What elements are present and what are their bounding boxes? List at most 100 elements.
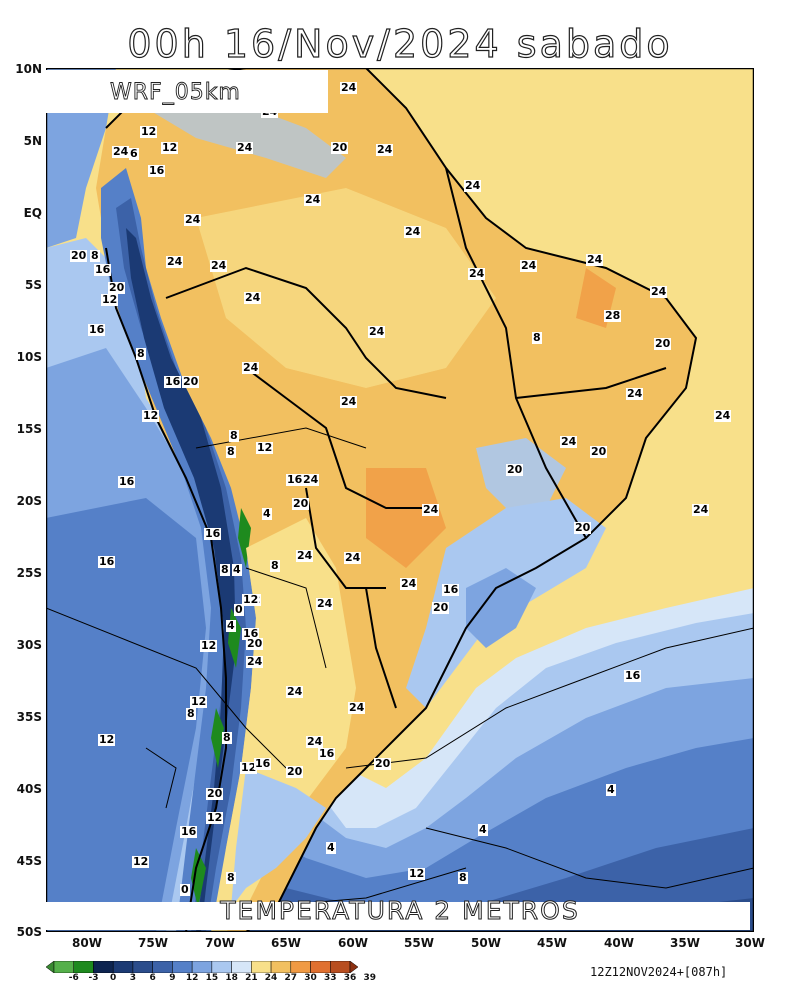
contour-label: 16 [286,473,304,486]
contour-label: 24 [400,577,418,590]
colorbar-segment [191,961,213,973]
contour-label: 24 [376,143,394,156]
lon-label: 50W [471,936,501,950]
lat-label: 35S [16,710,42,724]
contour-label: 8 [90,249,100,262]
contour-label: 16 [242,627,260,640]
colorbar-tick-label: 9 [169,973,176,983]
colorbar-segment [172,961,193,973]
contour-label: 24 [246,655,264,668]
lon-label: 60W [338,936,368,950]
lon-label: 65W [271,936,301,950]
contour-label: 8 [226,871,236,884]
contour-label: 24 [304,193,322,206]
contour-label: 24 [340,81,358,94]
colorbar-tick-label: 33 [324,973,337,983]
lon-label: 75W [138,936,168,950]
map-title: 00h 16/Nov/2024 sabado [127,21,673,66]
lat-label: EQ [23,206,42,220]
contour-label: 20 [286,765,304,778]
contour-label: 24 [404,225,422,238]
lon-label: 35W [670,936,700,950]
contour-label: 16 [318,747,336,760]
contour-label: 24 [422,503,440,516]
contour-label: 24 [464,179,482,192]
contour-label: 20 [574,521,592,534]
lat-label: 30S [16,638,42,652]
contour-label: 16 [442,583,460,596]
colorbar-segment [112,961,134,973]
contour-label: 24 [244,291,262,304]
colorbar-tick-label: 21 [245,973,258,983]
contour-label: 12 [190,695,208,708]
contour-label: 16 [118,475,136,488]
contour-label: 16 [98,555,116,568]
lon-label: 30W [735,936,765,950]
contour-label: 8 [186,707,196,720]
contour-label: 12 [140,125,158,138]
contour-label: 12 [101,293,119,306]
contour-label: 20 [70,249,88,262]
colorbar-tick-label: 36 [343,973,357,983]
colorbar-arrow-right [349,961,358,973]
contour-label: 20 [206,787,224,800]
colorbar-tick-label: 0 [110,973,117,983]
contour-label: 8 [220,563,230,576]
contour-label: 20 [246,637,264,650]
colorbar-tick-label: 27 [284,973,298,983]
contour-label: 24 [626,387,644,400]
contour-label: 20 [108,281,126,294]
contour-label: 12 [242,593,260,606]
lon-label: 40W [604,936,634,950]
contour-label: 20 [654,337,672,350]
contour-label: 20 [506,463,524,476]
colorbar-tick-label: 3 [129,973,137,983]
contour-label: 24 [236,141,254,154]
colorbar-tick-label: 30 [304,973,317,983]
colorbar-segment [73,961,94,973]
contour-label: 12 [142,409,160,422]
contour-label: 24 [340,395,358,408]
contour-label: 12 [132,855,150,868]
lat-label: 5N [23,134,42,148]
contour-label: 24 [242,361,260,374]
contour-label: 12 [206,811,224,824]
contour-label: 16 [148,164,166,177]
colorbar-segment [310,961,331,973]
contour-label: 4 [606,783,616,796]
contour-label: 12 [240,761,258,774]
contour-label: 8 [226,445,236,458]
footer-box [46,902,750,930]
colorbar-segment [251,961,272,973]
lon-label: 55W [404,936,434,950]
contour-label: 16 [624,669,642,682]
contour-label: 6 [129,147,139,160]
contour-label: 0 [234,603,244,616]
lat-label: 10S [16,350,42,364]
contour-label: 24 [586,253,604,266]
contour-label: 12 [200,639,218,652]
colorbar-tick-label: 15 [205,973,219,983]
lat-label: 5S [25,278,42,292]
contour-label: 28 [604,309,622,322]
colorbar-arrow-left [46,961,55,973]
contour-label: 8 [532,331,542,344]
colorbar-segment [290,961,311,973]
lon-label: 70W [205,936,235,950]
contour-label: 4 [326,841,336,854]
contour-label: 24 [692,503,710,516]
contour-label: 16 [164,375,182,388]
colorbar [46,961,358,973]
contour-label: 8 [136,347,146,360]
colorbar-segment [270,961,292,973]
contour-label: 8 [222,731,232,744]
contour-label: 16 [180,825,198,838]
contour-label: 16 [204,527,222,540]
contour-label: 0 [180,883,190,896]
contour-label: 12 [408,867,426,880]
colorbar-segment [93,961,114,973]
contour-label: 8 [229,429,239,442]
contour-label: 4 [226,619,236,632]
colorbar-segment [152,961,173,973]
contour-label: 4 [478,823,488,836]
